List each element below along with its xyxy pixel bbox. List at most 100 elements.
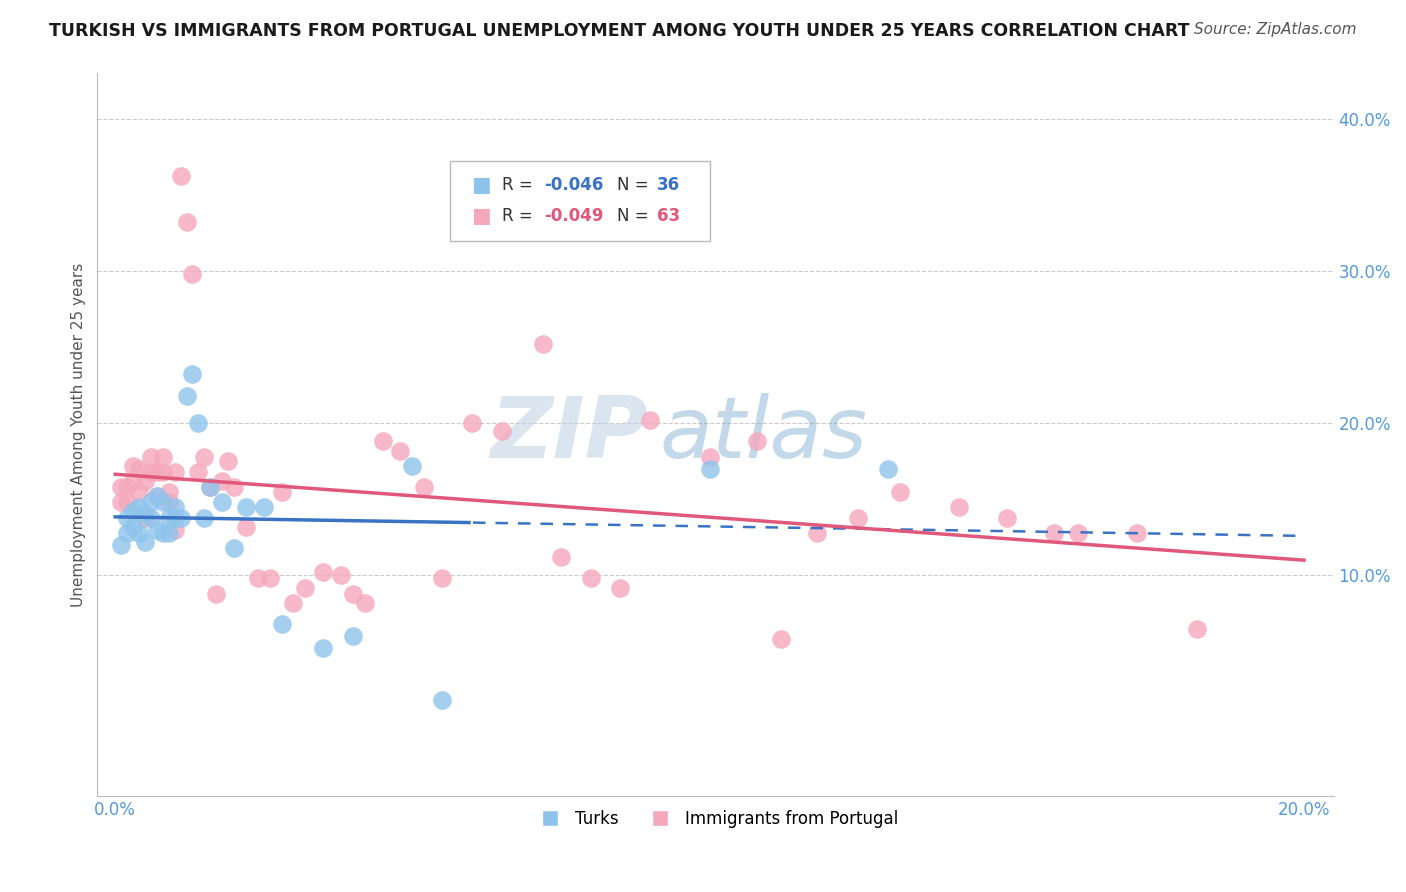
Point: [181, 267, 204, 281]
Point: [157, 525, 180, 540]
Point: [169, 169, 191, 184]
Point: [699, 450, 721, 464]
Point: [413, 480, 436, 494]
Point: [312, 641, 335, 656]
Point: [176, 215, 198, 229]
Point: [152, 495, 174, 509]
Point: [294, 581, 316, 595]
Point: [371, 434, 394, 449]
Point: [122, 504, 145, 518]
Point: [205, 586, 228, 600]
Point: [995, 510, 1018, 524]
Point: [139, 495, 162, 509]
Point: [342, 586, 364, 600]
Point: [1185, 622, 1208, 636]
Point: [139, 450, 162, 464]
Point: [579, 571, 602, 585]
Point: [128, 500, 150, 514]
Point: [1126, 525, 1149, 540]
Text: R =: R =: [502, 208, 538, 226]
Point: [283, 596, 305, 610]
Point: [134, 474, 156, 488]
Point: [1043, 525, 1066, 540]
Point: [134, 534, 156, 549]
Point: [246, 571, 269, 585]
Point: [146, 465, 169, 479]
Point: [461, 416, 484, 430]
Point: [187, 465, 209, 479]
Point: [193, 450, 215, 464]
Point: [353, 596, 375, 610]
Point: [222, 541, 245, 555]
Point: [491, 424, 513, 438]
Point: [134, 510, 156, 524]
Text: 63: 63: [657, 208, 679, 226]
Point: [157, 510, 180, 524]
Point: [115, 480, 138, 494]
Text: TURKISH VS IMMIGRANTS FROM PORTUGAL UNEMPLOYMENT AMONG YOUTH UNDER 25 YEARS CORR: TURKISH VS IMMIGRANTS FROM PORTUGAL UNEM…: [49, 22, 1189, 40]
Text: N =: N =: [617, 208, 654, 226]
Text: -0.046: -0.046: [544, 176, 603, 194]
Point: [889, 484, 911, 499]
Point: [110, 495, 132, 509]
Point: [122, 474, 145, 488]
Point: [152, 525, 174, 540]
Point: [211, 474, 233, 488]
Point: [948, 500, 970, 514]
Point: [146, 489, 169, 503]
Point: [312, 566, 335, 580]
Point: [163, 523, 186, 537]
Text: R =: R =: [502, 176, 538, 194]
Text: 36: 36: [657, 176, 679, 194]
Point: [110, 538, 132, 552]
Point: [270, 617, 292, 632]
Point: [157, 495, 180, 509]
Point: [152, 465, 174, 479]
Point: [253, 500, 276, 514]
Point: [128, 484, 150, 499]
Point: [806, 525, 828, 540]
Point: [638, 413, 661, 427]
Point: [187, 416, 209, 430]
Point: [699, 462, 721, 476]
Point: [181, 368, 204, 382]
Point: [430, 693, 453, 707]
Point: [122, 519, 145, 533]
Point: [430, 571, 453, 585]
Point: [163, 500, 186, 514]
Text: ZIP: ZIP: [489, 393, 648, 476]
Point: [550, 550, 572, 565]
Point: [330, 568, 353, 582]
Text: -0.049: -0.049: [544, 208, 603, 226]
Point: [163, 465, 186, 479]
Point: [152, 450, 174, 464]
Text: ■: ■: [471, 206, 491, 227]
Point: [146, 523, 169, 537]
Legend: Turks, Immigrants from Portugal: Turks, Immigrants from Portugal: [526, 804, 905, 835]
Point: [222, 480, 245, 494]
Point: [745, 434, 768, 449]
Text: atlas: atlas: [659, 393, 868, 476]
Point: [259, 571, 281, 585]
Point: [169, 510, 191, 524]
Point: [846, 510, 869, 524]
Point: [389, 443, 412, 458]
Point: [176, 389, 198, 403]
Point: [157, 484, 180, 499]
Text: ■: ■: [471, 175, 491, 195]
Point: [270, 484, 292, 499]
Text: N =: N =: [617, 176, 654, 194]
Point: [122, 458, 145, 473]
Point: [115, 510, 138, 524]
Point: [1067, 525, 1090, 540]
Point: [110, 480, 132, 494]
Point: [876, 462, 898, 476]
Point: [609, 581, 631, 595]
Point: [200, 480, 222, 494]
Point: [342, 629, 364, 643]
Point: [235, 500, 257, 514]
Point: [128, 525, 150, 540]
Text: Source: ZipAtlas.com: Source: ZipAtlas.com: [1194, 22, 1357, 37]
Point: [200, 480, 222, 494]
Point: [211, 495, 233, 509]
